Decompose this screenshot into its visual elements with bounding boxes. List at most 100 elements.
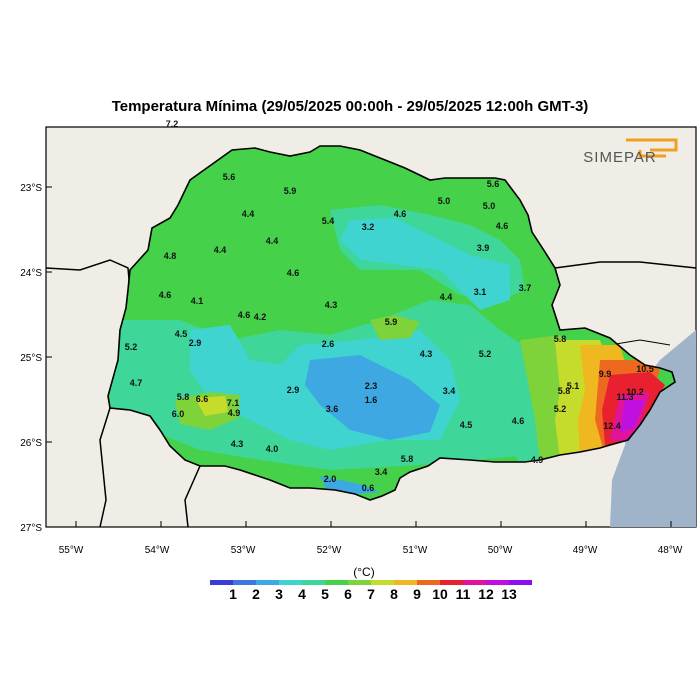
station-value: 4.6 [512, 416, 525, 426]
colorbar-tick-label: 13 [501, 586, 517, 602]
station-value: 1.6 [365, 395, 378, 405]
station-value: 12.4 [603, 421, 621, 431]
station-value: 4.9 [531, 455, 544, 465]
station-value: 5.0 [438, 196, 451, 206]
station-value: 4.4 [266, 236, 279, 246]
station-value: 6.0 [172, 409, 185, 419]
station-value: 4.8 [164, 251, 177, 261]
station-value: 5.2 [125, 342, 138, 352]
lon-label: 55°W [59, 545, 84, 556]
station-value: 5.9 [385, 317, 398, 327]
lon-label: 50°W [488, 545, 513, 556]
station-value: 5.1 [567, 381, 580, 391]
station-value: 4.6 [496, 221, 509, 231]
station-value: 3.2 [362, 222, 375, 232]
colorbar-swatch [440, 580, 463, 585]
station-value: 4.3 [231, 439, 244, 449]
station-value: 10.5 [636, 364, 654, 374]
station-value: 4.4 [214, 245, 227, 255]
station-value: 4.5 [460, 420, 473, 430]
station-value: 4.7 [130, 378, 143, 388]
colorbar-swatch [486, 580, 509, 585]
colorbar-tick-label: 10 [432, 586, 448, 602]
station-value: 5.8 [401, 454, 414, 464]
colorbar-swatch [509, 580, 532, 585]
station-value: 5.6 [223, 172, 236, 182]
station-value: 10.2 [626, 387, 644, 397]
station-value: 9.9 [599, 369, 612, 379]
station-value: 5.9 [284, 186, 297, 196]
colorbar-tick-label: 5 [321, 586, 329, 602]
station-value: 4.6 [159, 290, 172, 300]
colorbar-swatch [210, 580, 233, 585]
map-title: Temperatura Mínima (29/05/2025 00:00h - … [111, 98, 589, 115]
station-value: 7.1 [227, 398, 240, 408]
parana-outline [107, 145, 676, 501]
colorbar-tick-label: 8 [390, 586, 398, 602]
colorbar-tick-label: 6 [344, 586, 352, 602]
colorbar-unit: (°C) [353, 565, 374, 579]
lat-label: 25°S [20, 353, 42, 364]
simepar-logo: SIMEPAR [583, 138, 678, 166]
station-value: 7.2 [166, 119, 179, 129]
lon-label: 51°W [403, 545, 428, 556]
station-value: 4.4 [440, 292, 453, 302]
colorbar-swatch [348, 580, 371, 585]
station-value: 4.3 [325, 300, 338, 310]
lon-label: 49°W [573, 545, 598, 556]
station-value: 2.6 [322, 339, 335, 349]
station-value: 3.4 [375, 467, 388, 477]
colorbar: 1 2 3 4 5 6 7 8 9 10 11 12 13 [210, 580, 532, 602]
station-values: 7.2 5.6 5.9 5.6 5.0 5.0 4.4 5.4 3.2 4.6 4.6 4.4 4.4 3… [125, 119, 654, 493]
colorbar-tick-label: 11 [456, 586, 471, 602]
station-value: 2.0 [324, 474, 337, 484]
station-value: 4.6 [238, 310, 251, 320]
axis-ticks [46, 186, 672, 527]
station-value: 3.1 [474, 287, 487, 297]
station-value: 3.9 [477, 243, 490, 253]
lat-label: 24°S [20, 268, 42, 279]
lat-label: 26°S [20, 438, 42, 449]
station-value: 3.4 [443, 386, 456, 396]
colorbar-swatch [256, 580, 279, 585]
border-coast [609, 339, 671, 346]
station-value: 4.4 [242, 209, 255, 219]
station-value: 3.6 [326, 404, 339, 414]
station-value: 5.6 [487, 179, 500, 189]
station-value: 4.9 [228, 408, 241, 418]
colorbar-swatch [233, 580, 256, 585]
station-value: 4.2 [254, 312, 267, 322]
border-sp [554, 261, 696, 269]
station-value: 6.6 [196, 394, 209, 404]
station-value: 2.3 [365, 381, 378, 391]
station-value: 0.6 [362, 483, 375, 493]
lon-label: 54°W [145, 545, 170, 556]
station-value: 5.8 [554, 334, 567, 344]
colorbar-swatch [325, 580, 348, 585]
station-value: 4.5 [175, 329, 188, 339]
station-value: 4.0 [266, 444, 279, 454]
colorbar-swatch [463, 580, 486, 585]
logo-text: SIMEPAR [583, 149, 656, 166]
station-value: 5.4 [322, 216, 335, 226]
colorbar-swatch [417, 580, 440, 585]
colorbar-swatch [371, 580, 394, 585]
station-value: 4.6 [394, 209, 407, 219]
station-value: 5.8 [177, 392, 190, 402]
colorbar-tick-label: 7 [367, 586, 375, 602]
station-value: 4.1 [191, 296, 204, 306]
lon-label: 52°W [317, 545, 342, 556]
station-value: 3.7 [519, 283, 532, 293]
station-value: 2.9 [287, 385, 300, 395]
colorbar-swatch [302, 580, 325, 585]
border-argentina [184, 465, 201, 527]
lon-label: 48°W [658, 545, 683, 556]
station-value: 2.9 [189, 338, 202, 348]
colorbar-tick-label: 2 [252, 586, 260, 602]
station-value: 5.0 [483, 201, 496, 211]
lon-label: 53°W [231, 545, 256, 556]
station-value: 5.2 [554, 404, 567, 414]
colorbar-tick-label: 4 [298, 586, 306, 602]
border-paraguay [99, 407, 111, 527]
